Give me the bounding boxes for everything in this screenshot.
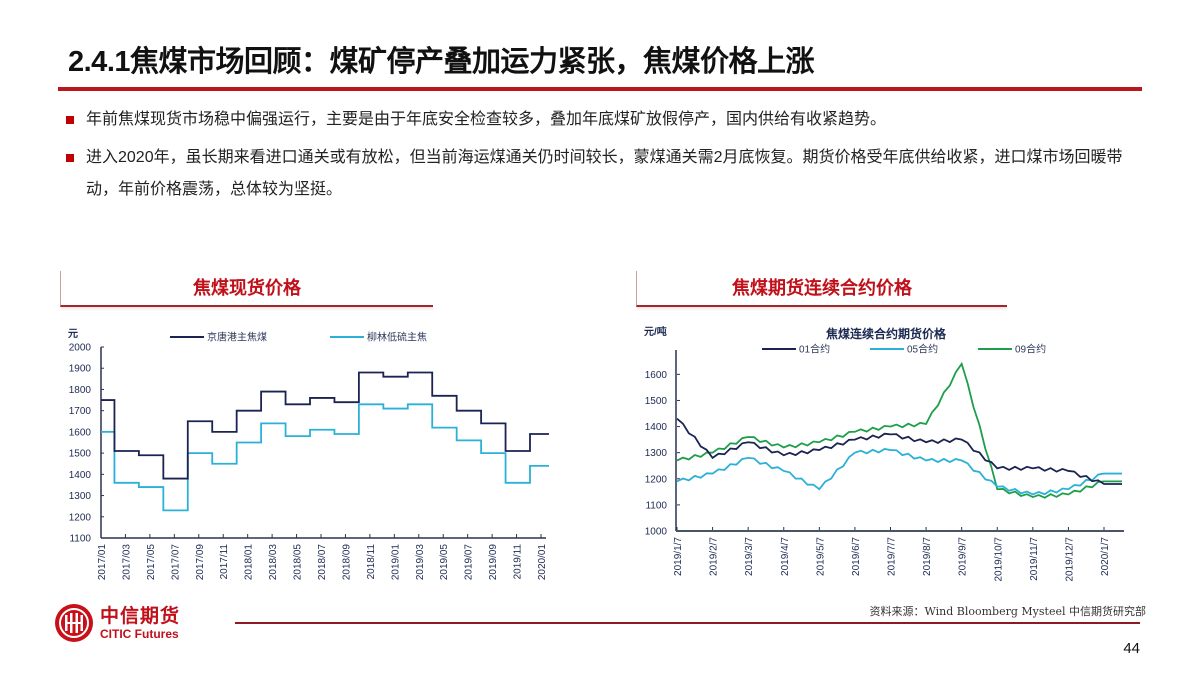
page-number: 44	[1123, 640, 1140, 657]
bullet-item: 进入2020年，虽长期来看进口通关或有放松，但当前海运煤通关仍时间较长，蒙煤通关…	[64, 142, 1144, 206]
title-divider	[58, 87, 1142, 91]
x-tick-label: 2019/7/7	[887, 537, 898, 576]
x-tick-label: 2017/01	[97, 544, 108, 581]
x-tick-label: 2017/09	[195, 544, 206, 581]
bullet-square-icon	[66, 154, 74, 162]
spot-price-chart-svg: 元 京唐港主焦煤 柳林低硫主焦 1100120013001400150016001…	[68, 328, 549, 580]
x-tick-label: 2019/03	[415, 544, 426, 581]
y-tick-label: 1400	[69, 470, 92, 481]
series-line	[676, 447, 1122, 496]
legend-label: 柳林低硫主焦	[367, 331, 427, 344]
x-tick-label: 2019/5/7	[815, 537, 826, 576]
x-tick-label: 2019/07	[464, 544, 475, 581]
spot-price-chart: 元 京唐港主焦煤 柳林低硫主焦 1100 1200 1300 1400 1500 1600 1…	[50, 320, 570, 600]
x-tick-label: 2019/11/7	[1029, 537, 1040, 581]
x-tick-label: 2019/11	[513, 544, 524, 580]
x-tick-label: 2017/05	[146, 544, 157, 581]
chart-legend: 京唐港主焦煤 柳林低硫主焦	[170, 331, 427, 344]
bullet-list: 年前焦煤现货市场稳中偏强运行，主要是由于年底安全检查较多，叠加年底煤矿放假停产，…	[64, 104, 1144, 212]
x-tick-label: 2018/11	[366, 544, 377, 580]
y-tick-label: 1600	[69, 427, 92, 438]
data-source-note: 资料来源：Wind Bloomberg Mysteel 中信期货研究部	[869, 605, 1146, 618]
y-tick-label: 1200	[69, 512, 92, 523]
bullet-text: 年前焦煤现货市场稳中偏强运行，主要是由于年底安全检查较多，叠加年底煤矿放假停产，…	[86, 111, 887, 128]
x-tick-label: 2017/11	[219, 544, 230, 580]
x-tick-label: 2020/1/7	[1100, 537, 1111, 576]
y-axis-ticks: 1100 1200 1300 1400 1500 1600 1700 1800 1900 2000	[69, 343, 104, 545]
x-tick-label: 2020/01	[537, 544, 548, 581]
y-tick-label: 1600	[645, 370, 668, 381]
left-panel-header: 焦煤现货价格	[60, 271, 433, 311]
x-tick-label: 2018/05	[293, 544, 304, 581]
legend-label: 01合约	[799, 343, 830, 356]
bullet-item: 年前焦煤现货市场稳中偏强运行，主要是由于年底安全检查较多，叠加年底煤矿放假停产，…	[64, 104, 1144, 136]
y-tick-label: 1500	[69, 449, 92, 460]
y-tick-label: 1300	[645, 448, 668, 459]
x-tick-label: 2019/1/7	[673, 537, 684, 576]
x-tick-label: 2018/07	[317, 544, 328, 581]
citic-logo-icon	[55, 604, 93, 642]
y-tick-label: 1100	[69, 534, 91, 545]
series-line	[101, 371, 549, 480]
y-tick-label: 1100	[645, 500, 667, 511]
y-tick-label: 1200	[645, 474, 668, 485]
x-tick-label: 2018/09	[341, 544, 352, 581]
x-tick-label: 2019/09	[488, 544, 499, 581]
y-tick-label: 1900	[69, 364, 92, 375]
futures-price-chart-svg: 元/吨 焦煤连续合约期货价格 01合约 05合约 09合约 1000 1100 1200…	[644, 325, 1124, 582]
x-tick-label: 2018/01	[244, 544, 255, 581]
legend-label: 京唐港主焦煤	[207, 331, 267, 344]
x-tick-label: 2017/03	[121, 544, 132, 581]
x-tick-label: 2017/07	[170, 544, 181, 581]
y-tick-label: 1500	[645, 396, 668, 407]
x-tick-label: 2019/10/7	[993, 537, 1004, 582]
x-tick-label: 2019/2/7	[709, 537, 720, 576]
y-tick-label: 1800	[69, 385, 92, 396]
x-tick-label: 2019/4/7	[780, 537, 791, 576]
y-axis-ticks: 1000 1100 1200 1300 1400 1500 1600	[645, 370, 680, 538]
x-tick-label: 2019/6/7	[851, 537, 862, 576]
y-tick-label: 1700	[69, 406, 92, 417]
bullet-text: 进入2020年，虽长期来看进口通关或有放松，但当前海运煤通关仍时间较长，蒙煤通关…	[86, 149, 1123, 198]
series-line	[101, 403, 549, 512]
chart-lines	[676, 361, 1122, 499]
y-unit-label: 元	[68, 328, 78, 340]
y-tick-label: 2000	[69, 343, 92, 354]
x-tick-label: 2019/01	[390, 544, 401, 581]
x-axis-ticks: 2019/1/7 2019/2/7 2019/3/7 2019/4/7 2019/5/7…	[673, 527, 1111, 582]
chart-lines	[101, 371, 549, 512]
y-tick-label: 1400	[645, 422, 668, 433]
series-line	[676, 361, 1122, 499]
chart-title: 焦煤连续合约期货价格	[825, 326, 947, 341]
legend-label: 09合约	[1015, 343, 1046, 356]
page-title: 2.4.1焦煤市场回顾：煤矿停产叠加运力紧张，焦煤价格上涨	[68, 46, 815, 78]
footer-divider	[235, 622, 1140, 624]
legend-label: 05合约	[907, 343, 938, 356]
x-tick-label: 2019/8/7	[922, 537, 933, 576]
x-tick-label: 2018/03	[268, 544, 279, 581]
x-tick-label: 2019/05	[439, 544, 450, 581]
logo-chinese-name: 中信期货	[100, 604, 181, 627]
x-axis-ticks: 2017/01 2017/03 2017/05 2017/07 2017/09 2017/…	[97, 534, 548, 580]
x-tick-label: 2019/9/7	[958, 537, 969, 576]
y-unit-label: 元/吨	[644, 325, 667, 338]
x-tick-label: 2019/3/7	[744, 537, 755, 576]
y-tick-label: 1000	[645, 527, 668, 538]
citic-logo: 中信期货 CITIC Futures	[54, 603, 180, 643]
right-panel-header: 焦煤期货连续合约价格	[636, 271, 1007, 311]
y-tick-label: 1300	[69, 491, 92, 502]
futures-price-chart: 元/吨 焦煤连续合约期货价格 01合约 05合约 09合约 1000 1100 1200…	[630, 320, 1150, 600]
series-line	[676, 418, 1122, 485]
bullet-square-icon	[66, 116, 74, 124]
x-tick-label: 2019/12/7	[1064, 537, 1075, 582]
logo-english-name: CITIC Futures	[100, 626, 179, 641]
chart-legend: 01合约 05合约 09合约	[762, 343, 1046, 356]
